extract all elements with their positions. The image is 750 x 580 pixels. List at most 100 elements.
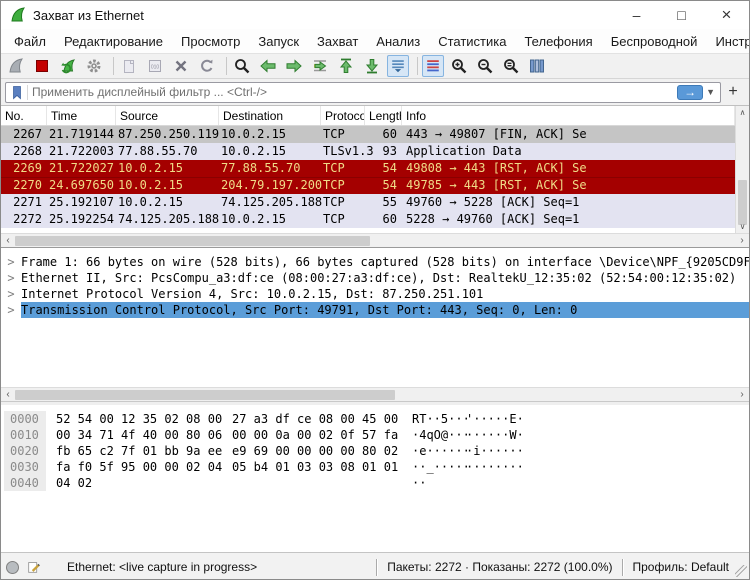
- hex-row[interactable]: 0010 00 34 71 4f 40 00 80 06 00 00 0a 00 0…: [4, 427, 749, 443]
- horizontal-scroll-thumb[interactable]: [15, 389, 395, 400]
- zoom-out-icon[interactable]: [474, 55, 496, 77]
- menu-telephony[interactable]: Телефония: [524, 33, 593, 49]
- detail-ethernet-line[interactable]: > Ethernet II, Src: PcsCompu_a3:df:ce (0…: [1, 270, 749, 286]
- go-forward-icon[interactable]: [283, 55, 305, 77]
- close-button[interactable]: ×: [721, 5, 732, 24]
- minimize-button[interactable]: –: [632, 7, 641, 23]
- col-destination[interactable]: Destination: [219, 106, 321, 125]
- packet-row[interactable]: 2270 24.697650 10.0.2.15 204.79.197.200 TCP 5…: [1, 177, 735, 194]
- expand-chevron-icon[interactable]: >: [7, 271, 15, 285]
- packet-row[interactable]: 2269 21.722027 10.0.2.15 77.88.55.70 TCP 54 49…: [1, 160, 735, 177]
- menu-file[interactable]: Файл: [14, 33, 46, 49]
- filter-bookmark-icon[interactable]: [6, 84, 28, 100]
- statusbar-separator: [621, 558, 624, 576]
- auto-scroll-icon[interactable]: [387, 55, 409, 77]
- open-file-icon[interactable]: [118, 55, 140, 77]
- packet-list-horizontal-scrollbar[interactable]: ‹ ›: [1, 233, 749, 247]
- colorize-packets-icon[interactable]: [422, 55, 444, 77]
- detail-frame-line[interactable]: > Frame 1: 66 bytes on wire (528 bits), …: [1, 254, 749, 270]
- restart-capture-icon[interactable]: [57, 55, 79, 77]
- add-filter-button-icon[interactable]: +: [728, 83, 738, 100]
- scroll-down-icon[interactable]: ∨: [739, 222, 746, 231]
- filter-dropdown-caret-icon[interactable]: ▼: [706, 87, 715, 97]
- scroll-left-icon[interactable]: ‹: [6, 389, 10, 400]
- scroll-right-icon[interactable]: ›: [740, 389, 744, 400]
- go-back-icon[interactable]: [257, 55, 279, 77]
- packet-list-vertical-scrollbar[interactable]: ∧ ∨: [735, 106, 749, 233]
- scroll-left-icon[interactable]: ‹: [6, 235, 10, 246]
- svg-text:010: 010: [151, 65, 160, 71]
- menu-capture[interactable]: Захват: [317, 33, 359, 49]
- detail-tcp-line[interactable]: > Transmission Control Protocol, Src Por…: [1, 302, 749, 318]
- packet-row[interactable]: 2271 25.192107 10.0.2.15 74.125.205.188 TCP 5…: [1, 194, 735, 211]
- capture-options-icon[interactable]: [83, 55, 105, 77]
- detail-ip-line[interactable]: > Internet Protocol Version 4, Src: 10.0…: [1, 286, 749, 302]
- menu-wireless[interactable]: Беспроводной: [610, 33, 698, 49]
- close-file-icon[interactable]: [170, 55, 192, 77]
- menu-view[interactable]: Просмотр: [181, 33, 241, 49]
- resize-columns-icon[interactable]: [526, 55, 548, 77]
- zoom-original-icon[interactable]: [500, 55, 522, 77]
- save-file-icon[interactable]: 010: [144, 55, 166, 77]
- maximize-button[interactable]: □: [677, 7, 686, 23]
- wireshark-fin-icon: [11, 7, 26, 22]
- menu-bar: Файл Редактирование Просмотр Запуск Захв…: [1, 29, 749, 53]
- window-title: Захват из Ethernet: [33, 7, 144, 23]
- main-toolbar: 010: [1, 53, 749, 79]
- menu-edit[interactable]: Редактирование: [63, 33, 163, 49]
- toolbar-separator: [226, 57, 227, 75]
- pane-splitter[interactable]: [1, 401, 749, 405]
- expert-info-icon[interactable]: [1, 560, 23, 574]
- packet-row[interactable]: 2268 21.722003 77.88.55.70 10.0.2.15 TLSv1.3…: [1, 143, 735, 160]
- scroll-right-icon[interactable]: ›: [740, 235, 744, 246]
- start-capture-icon[interactable]: [5, 55, 27, 77]
- menu-go[interactable]: Запуск: [258, 33, 300, 49]
- go-last-packet-icon[interactable]: [361, 55, 383, 77]
- expand-chevron-icon[interactable]: >: [7, 287, 15, 301]
- toolbar-separator: [417, 57, 418, 75]
- expand-chevron-icon[interactable]: >: [7, 255, 15, 269]
- packet-bytes-pane: 0000 52 54 00 12 35 02 08 00 27 a3 df ce 0…: [1, 405, 749, 552]
- horizontal-scroll-thumb[interactable]: [15, 235, 370, 246]
- stop-capture-icon[interactable]: [31, 55, 53, 77]
- details-horizontal-scrollbar[interactable]: ‹ ›: [1, 387, 749, 401]
- menu-analyze[interactable]: Анализ: [376, 33, 421, 49]
- reload-icon[interactable]: [196, 55, 218, 77]
- toolbar-separator: [113, 57, 114, 75]
- filter-bar: → ▼ +: [1, 79, 749, 105]
- apply-filter-button[interactable]: →: [677, 84, 704, 100]
- display-filter-input[interactable]: [32, 83, 678, 101]
- packet-list-pane: No. Time Source Destination Protocol Len…: [1, 105, 749, 247]
- hex-row[interactable]: 0020 fb 65 c2 7f 01 bb 9a ee e9 69 00 00 0…: [4, 443, 749, 459]
- menu-tools[interactable]: Инструменты: [715, 33, 750, 49]
- packet-details-pane: > Frame 1: 66 bytes on wire (528 bits), …: [1, 247, 749, 401]
- go-to-packet-icon[interactable]: [309, 55, 331, 77]
- col-info[interactable]: Info: [402, 106, 735, 125]
- menu-statistics[interactable]: Статистика: [438, 33, 507, 49]
- col-time[interactable]: Time: [47, 106, 116, 125]
- vertical-scroll-thumb[interactable]: [738, 179, 747, 226]
- packet-row[interactable]: 2272 25.192254 74.125.205.188 10.0.2.15 TCP 6…: [1, 211, 735, 228]
- find-packet-icon[interactable]: [231, 55, 253, 77]
- go-first-packet-icon[interactable]: [335, 55, 357, 77]
- profile-text[interactable]: Профиль: Default: [632, 560, 730, 574]
- hex-row[interactable]: 0040 04 02 ··: [4, 475, 749, 491]
- resize-grip-icon[interactable]: [735, 565, 747, 577]
- expand-chevron-icon[interactable]: >: [7, 303, 15, 317]
- title-bar: Захват из Ethernet – □ ×: [1, 1, 749, 29]
- capture-status-text[interactable]: Ethernet: <live capture in progress>: [67, 560, 258, 574]
- scroll-up-icon[interactable]: ∧: [739, 108, 746, 117]
- zoom-in-icon[interactable]: [448, 55, 470, 77]
- col-source[interactable]: Source: [116, 106, 219, 125]
- status-bar: Ethernet: <live capture in progress> Пак…: [1, 552, 749, 579]
- statusbar-separator: [376, 558, 379, 576]
- capture-comment-icon[interactable]: [23, 559, 45, 575]
- col-no[interactable]: No.: [1, 106, 47, 125]
- col-protocol[interactable]: Protocol: [321, 106, 365, 125]
- packet-row[interactable]: 2267 21.719144 87.250.250.119 10.0.2.15 TCP 6…: [1, 126, 735, 143]
- col-length[interactable]: Length: [365, 106, 402, 125]
- packet-list-header: No. Time Source Destination Protocol Len…: [1, 106, 735, 126]
- hex-row[interactable]: 0030 fa f0 5f 95 00 00 02 04 05 b4 01 03 0…: [4, 459, 749, 475]
- hex-row[interactable]: 0000 52 54 00 12 35 02 08 00 27 a3 df ce 0…: [4, 411, 749, 427]
